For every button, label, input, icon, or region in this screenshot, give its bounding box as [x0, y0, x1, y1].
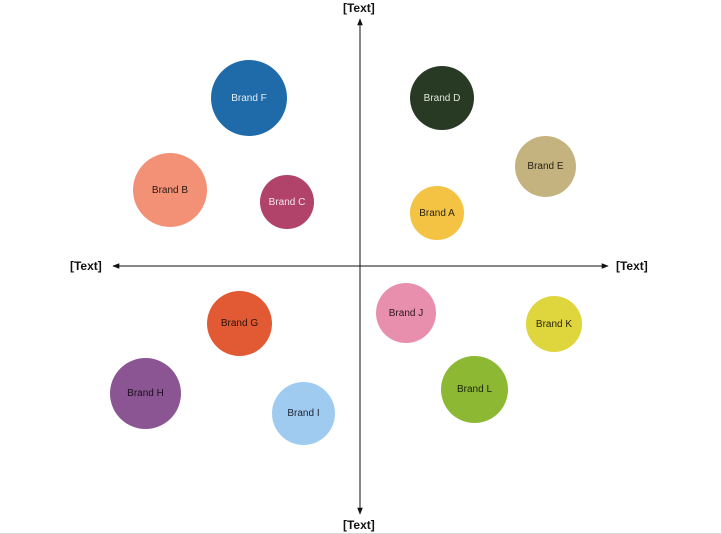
brand-b-label: Brand B	[151, 184, 189, 196]
brand-f-bubble: Brand F	[211, 60, 287, 136]
axis-label-left: [Text]	[70, 259, 102, 273]
brand-e-label: Brand E	[527, 161, 564, 172]
brand-a-label: Brand A	[419, 207, 455, 219]
brand-k-bubble: Brand K	[526, 296, 582, 352]
brand-d-label: Brand D	[423, 92, 461, 104]
axis-label-top: [Text]	[343, 1, 375, 15]
axis-label-bottom: [Text]	[343, 518, 375, 532]
brand-c-bubble: Brand C	[260, 175, 314, 229]
brand-j-bubble: Brand J	[376, 283, 436, 343]
axis-label-right: [Text]	[616, 259, 648, 273]
brand-k-label: Brand K	[535, 318, 573, 330]
brand-d-bubble: Brand D	[410, 66, 474, 130]
brand-l-label: Brand L	[456, 384, 493, 395]
brand-e-bubble: Brand E	[515, 136, 576, 197]
brand-h-label: Brand H	[127, 388, 164, 399]
brand-b-bubble: Brand B	[133, 153, 207, 227]
brand-g-label: Brand G	[220, 318, 259, 329]
brand-c-label: Brand C	[268, 196, 306, 208]
brand-g-bubble: Brand G	[207, 291, 272, 356]
brand-j-label: Brand J	[388, 307, 424, 319]
brand-a-bubble: Brand A	[410, 186, 464, 240]
brand-i-bubble: Brand I	[272, 382, 335, 445]
brand-h-bubble: Brand H	[110, 358, 181, 429]
brand-f-label: Brand F	[231, 92, 267, 104]
brand-i-label: Brand I	[287, 408, 320, 419]
brand-l-bubble: Brand L	[441, 356, 508, 423]
